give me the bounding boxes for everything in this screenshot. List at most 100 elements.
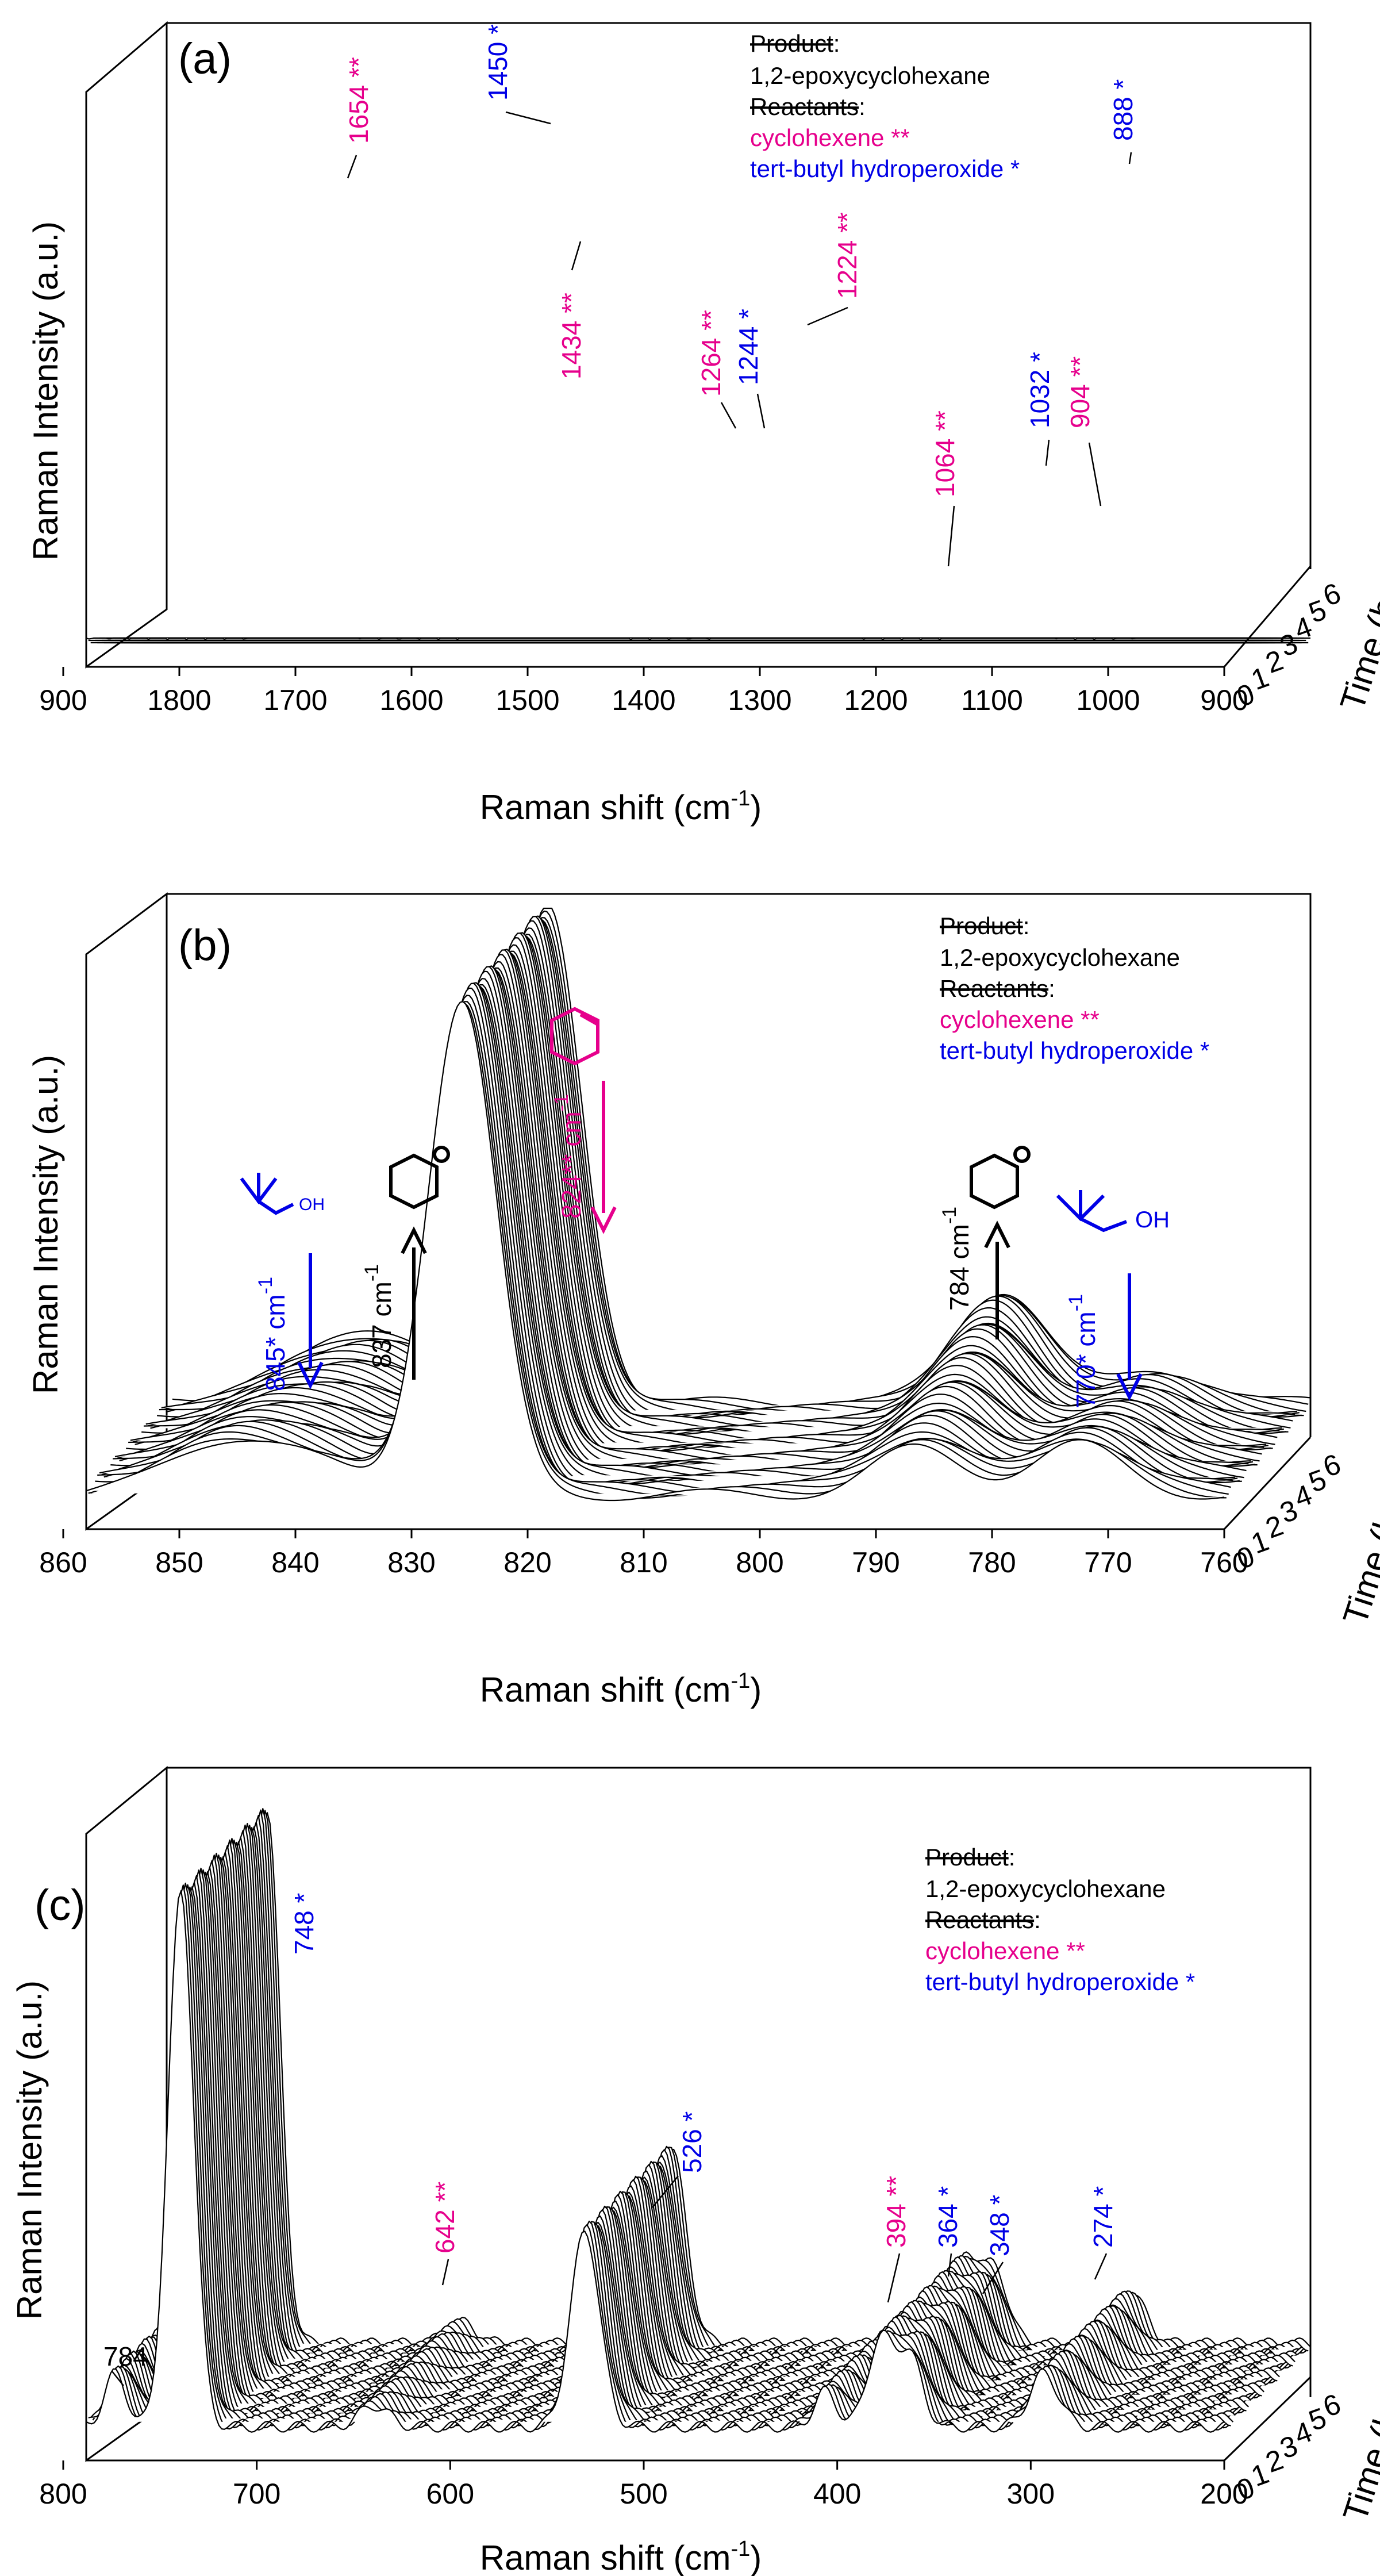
spectrum-trace — [161, 1821, 1300, 2360]
x-tick-label: 1700 — [263, 684, 327, 716]
x-tick-label: 790 — [852, 1546, 900, 1579]
tbhp-structure-icon: OH — [240, 1173, 325, 1215]
legend-product-name: 1,2-epoxycyclohexane — [925, 1875, 1166, 1902]
x-tick-label: 400 — [813, 2478, 861, 2510]
peak-label-274: 274 * — [1088, 2186, 1118, 2248]
peak-label-748: 748 * — [289, 1892, 319, 1955]
legend-reactant-tbhp: tert-butyl hydroperoxide * — [750, 155, 1020, 182]
panel-b-legend: Product: 1,2-epoxycyclohexane Reactants:… — [940, 912, 1209, 1064]
legend-reactant-cyclohexene: cyclohexene ** — [925, 1937, 1085, 1964]
panel-a-label: (a) — [178, 34, 232, 83]
arrow-down-845-icon — [297, 1253, 324, 1389]
legend-reactant-cyclohexene: cyclohexene ** — [750, 124, 910, 151]
peak-label-364: 364 * — [933, 2186, 963, 2248]
peak-label-784: 784 — [103, 2341, 148, 2371]
peak-label-526: 526 * — [677, 2111, 707, 2173]
epoxide-structure-icon — [389, 1146, 450, 1210]
peak-label-904: 904 ** — [1065, 356, 1095, 428]
x-tick-label: 1800 — [147, 684, 211, 716]
x-tick-label: 1500 — [495, 684, 559, 716]
epoxide-structure-icon-2 — [970, 1146, 1031, 1210]
spectrum-trace — [170, 910, 1309, 1412]
panel-b-x-axis-label: Raman shift (cm-1) — [480, 1669, 762, 1709]
x-tick-label: 1100 — [961, 684, 1023, 716]
legend-reactant-cyclohexene: cyclohexene ** — [940, 1006, 1100, 1033]
spectrum-trace — [141, 937, 1280, 1442]
x-tick-label: 800 — [39, 2478, 87, 2510]
tbhp-oh-label-2: OH — [1135, 1207, 1170, 1233]
panel-c-x-axis-label: Raman shift (cm-1) — [480, 2537, 762, 2576]
spectrum-trace — [86, 1001, 1225, 1502]
peak-label-1032: 1032 * — [1025, 352, 1055, 428]
legend-reactants-heading: Reactants: — [750, 93, 866, 120]
x-tick-label: 840 — [271, 1546, 319, 1579]
spectrum-trace — [156, 1827, 1296, 2364]
peak-label-348: 348 * — [985, 2194, 1014, 2256]
peak-label-1434: 1434 ** — [556, 293, 586, 379]
peak-label-394: 394 ** — [881, 2176, 911, 2248]
panel-a-legend: Product: 1,2-epoxycyclohexane Reactants:… — [750, 30, 1020, 182]
annotation-845: 845* cm-1 — [255, 1277, 290, 1391]
panel-a-time-axis-label: Time (hours) — [1333, 519, 1380, 715]
tbhp-oh-label-1: OH — [299, 1195, 325, 1214]
spectrum-trace — [157, 920, 1296, 1426]
legend-reactants-heading: Reactants: — [940, 975, 1055, 1002]
annotation-784: 784 cm-1 — [939, 1207, 974, 1311]
panel-c-time-axis-label: Time (hours) — [1336, 2329, 1380, 2526]
spectrum-trace — [159, 1826, 1298, 2363]
x-tick-label: 200 — [1200, 2478, 1248, 2510]
spectrum-trace — [86, 637, 1224, 640]
panel-b-traces — [86, 907, 1311, 1502]
spectrum-trace — [150, 1824, 1289, 2371]
arrow-up-837-icon — [401, 1226, 427, 1380]
x-tick-label: 900 — [1200, 684, 1248, 716]
legend-reactant-tbhp: tert-butyl hydroperoxide * — [940, 1037, 1209, 1064]
panel-c-leader-lines — [112, 2175, 1108, 2386]
peak-label-1264: 1264 ** — [696, 310, 726, 397]
x-tick-label: 1600 — [379, 684, 443, 716]
x-tick-label: 760 — [1200, 1546, 1248, 1579]
peak-label-1450: 1450 * — [483, 24, 513, 101]
x-tick-label: 1400 — [612, 684, 675, 716]
x-tick-label: 850 — [155, 1546, 203, 1579]
peak-label-1244: 1244 * — [733, 309, 763, 385]
spectrum-trace — [152, 1823, 1291, 2369]
panel-a-x-axis-label: Raman shift (cm-1) — [480, 786, 762, 827]
legend-product-name: 1,2-epoxycyclohexane — [750, 62, 990, 89]
legend-reactant-tbhp: tert-butyl hydroperoxide * — [925, 1968, 1195, 1995]
peak-label-1064: 1064 ** — [930, 410, 960, 497]
panel-a-leader-lines — [347, 111, 1132, 567]
peak-label-1224: 1224 ** — [832, 212, 862, 299]
panel-c-x-ticks: 800 700 600 500 400 300 200 — [39, 2460, 1248, 2510]
legend-product-heading: Product: — [750, 30, 840, 57]
spectrum-trace — [113, 966, 1251, 1473]
cyclohexene-structure-icon — [550, 1007, 599, 1066]
legend-product-name: 1,2-epoxycyclohexane — [940, 944, 1180, 971]
panel-a: 900 1800 1700 1600 1500 1400 1300 1200 1100 1000 9… — [26, 21, 1380, 827]
spectrum-trace — [143, 932, 1282, 1440]
peak-label-1654: 1654 ** — [344, 57, 374, 144]
spectrum-trace — [172, 907, 1311, 1410]
panel-a-axes — [85, 92, 1312, 668]
panel-c-legend: Product: 1,2-epoxycyclohexane Reactants:… — [925, 1844, 1195, 1995]
legend-product-heading: Product: — [925, 1844, 1015, 1871]
time-axis-line — [1223, 566, 1312, 667]
annotation-824: 824** cm-1 — [551, 1094, 586, 1219]
peak-label-642: 642 ** — [430, 2182, 460, 2253]
x-tick-label: 810 — [620, 1546, 667, 1579]
time-axis-line — [1223, 1436, 1312, 1530]
panel-a-x-ticks: 900 1800 1700 1600 1500 1400 1300 1200 1100 1000 9… — [39, 667, 1248, 716]
x-tick-label: 830 — [387, 1546, 435, 1579]
spectrum-trace — [86, 1890, 1225, 2433]
peak-label-888: 888 * — [1108, 79, 1138, 141]
panel-b: 860 850 840 830 820 810 800 790 780 770 760 012345… — [26, 892, 1380, 1709]
legend-product-heading: Product: — [940, 912, 1029, 939]
x-tick-label: 780 — [968, 1546, 1016, 1579]
spectrum-trace — [154, 1825, 1293, 2367]
x-tick-label: 900 — [39, 684, 87, 716]
panel-a-traces — [86, 637, 1310, 644]
panel-b-y-axis-label: Raman Intensity (a.u.) — [26, 1055, 65, 1394]
